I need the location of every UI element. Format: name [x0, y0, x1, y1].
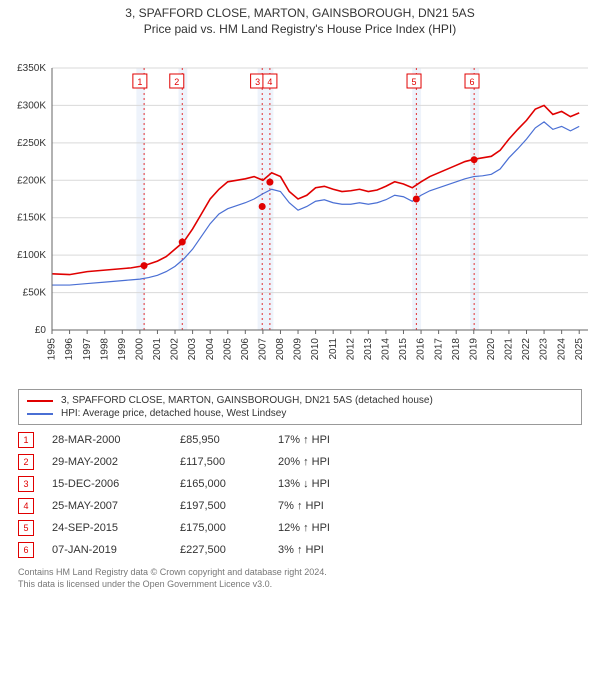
svg-text:1999: 1999: [117, 338, 128, 361]
sale-diff: 7% ↑ HPI: [278, 500, 358, 512]
svg-text:2000: 2000: [135, 338, 146, 361]
sale-marker-icon: 5: [18, 520, 34, 536]
svg-text:2022: 2022: [521, 338, 532, 361]
svg-text:1998: 1998: [99, 338, 110, 361]
sale-diff: 13% ↓ HPI: [278, 478, 358, 490]
svg-text:2002: 2002: [170, 338, 181, 361]
sale-date: 25-MAY-2007: [52, 500, 162, 512]
svg-text:6: 6: [470, 77, 475, 87]
svg-text:2015: 2015: [398, 338, 409, 361]
svg-text:1: 1: [137, 77, 142, 87]
footer-line-1: Contains HM Land Registry data © Crown c…: [18, 567, 582, 579]
svg-text:1997: 1997: [82, 338, 93, 361]
legend-swatch-red: [27, 400, 53, 402]
legend-label-property: 3, SPAFFORD CLOSE, MARTON, GAINSBOROUGH,…: [61, 395, 433, 406]
title-main: 3, SPAFFORD CLOSE, MARTON, GAINSBOROUGH,…: [4, 6, 596, 20]
svg-text:2007: 2007: [258, 338, 269, 361]
sale-row: 3 15-DEC-2006 £165,000 13% ↓ HPI: [18, 473, 582, 495]
footer-line-2: This data is licensed under the Open Gov…: [18, 579, 582, 591]
sale-price: £175,000: [180, 522, 260, 534]
svg-text:2001: 2001: [152, 338, 163, 361]
svg-text:2024: 2024: [556, 338, 567, 361]
svg-text:2005: 2005: [222, 338, 233, 361]
sale-marker-icon: 1: [18, 432, 34, 448]
sale-diff: 20% ↑ HPI: [278, 456, 358, 468]
sale-date: 15-DEC-2006: [52, 478, 162, 490]
svg-text:2013: 2013: [363, 338, 374, 361]
svg-text:£100K: £100K: [17, 250, 46, 261]
footer-note: Contains HM Land Registry data © Crown c…: [18, 567, 582, 590]
svg-text:1996: 1996: [64, 338, 75, 361]
legend-row-property: 3, SPAFFORD CLOSE, MARTON, GAINSBOROUGH,…: [27, 394, 573, 407]
svg-text:2006: 2006: [240, 338, 251, 361]
sales-table: 1 28-MAR-2000 £85,950 17% ↑ HPI 2 29-MAY-2002…: [18, 429, 582, 561]
svg-text:£200K: £200K: [17, 175, 46, 186]
svg-text:2003: 2003: [187, 338, 198, 361]
legend-label-hpi: HPI: Average price, detached house, West…: [61, 408, 286, 419]
chart-titles: 3, SPAFFORD CLOSE, MARTON, GAINSBOROUGH,…: [0, 0, 600, 38]
svg-text:2023: 2023: [539, 338, 550, 361]
svg-text:2019: 2019: [468, 338, 479, 361]
sale-diff: 17% ↑ HPI: [278, 434, 358, 446]
sale-diff: 3% ↑ HPI: [278, 544, 358, 556]
svg-text:2012: 2012: [345, 338, 356, 361]
svg-text:£300K: £300K: [17, 100, 46, 111]
svg-text:£0: £0: [35, 325, 47, 336]
svg-text:2025: 2025: [574, 338, 585, 361]
svg-text:2020: 2020: [486, 338, 497, 361]
svg-text:2: 2: [174, 77, 179, 87]
svg-text:£250K: £250K: [17, 138, 46, 149]
sale-row: 2 29-MAY-2002 £117,500 20% ↑ HPI: [18, 451, 582, 473]
page-container: 3, SPAFFORD CLOSE, MARTON, GAINSBOROUGH,…: [0, 0, 600, 590]
svg-text:2014: 2014: [381, 338, 392, 361]
chart-area: £0 £50K £100K £150K £200K £250K £300K £350K 1995…: [0, 38, 600, 381]
sale-row: 6 07-JAN-2019 £227,500 3% ↑ HPI: [18, 539, 582, 561]
sale-marker-icon: 6: [18, 542, 34, 558]
legend-swatch-blue: [27, 413, 53, 415]
sale-marker-icon: 2: [18, 454, 34, 470]
sale-row: 4 25-MAY-2007 £197,500 7% ↑ HPI: [18, 495, 582, 517]
sale-price: £227,500: [180, 544, 260, 556]
svg-text:2017: 2017: [433, 338, 444, 361]
sale-row: 5 24-SEP-2015 £175,000 12% ↑ HPI: [18, 517, 582, 539]
svg-text:£350K: £350K: [17, 63, 46, 74]
sale-date: 28-MAR-2000: [52, 434, 162, 446]
svg-text:£150K: £150K: [17, 213, 46, 224]
svg-text:5: 5: [412, 77, 417, 87]
price-chart-svg: £0 £50K £100K £150K £200K £250K £300K £350K 1995…: [0, 38, 600, 378]
svg-text:2009: 2009: [293, 338, 304, 361]
sale-price: £85,950: [180, 434, 260, 446]
sale-marker-icon: 4: [18, 498, 34, 514]
sale-date: 29-MAY-2002: [52, 456, 162, 468]
svg-text:2011: 2011: [328, 338, 339, 360]
svg-text:2021: 2021: [504, 338, 515, 361]
title-sub: Price paid vs. HM Land Registry's House …: [4, 22, 596, 36]
sale-price: £165,000: [180, 478, 260, 490]
svg-text:1995: 1995: [47, 338, 58, 361]
sale-date: 24-SEP-2015: [52, 522, 162, 534]
svg-text:2010: 2010: [310, 338, 321, 361]
sale-date: 07-JAN-2019: [52, 544, 162, 556]
legend-row-hpi: HPI: Average price, detached house, West…: [27, 407, 573, 420]
svg-text:2016: 2016: [416, 338, 427, 361]
svg-text:2018: 2018: [451, 338, 462, 361]
sale-price: £197,500: [180, 500, 260, 512]
svg-text:2008: 2008: [275, 338, 286, 361]
sale-price: £117,500: [180, 456, 260, 468]
legend-box: 3, SPAFFORD CLOSE, MARTON, GAINSBOROUGH,…: [18, 389, 582, 425]
sale-diff: 12% ↑ HPI: [278, 522, 358, 534]
sale-marker-icon: 3: [18, 476, 34, 492]
sale-row: 1 28-MAR-2000 £85,950 17% ↑ HPI: [18, 429, 582, 451]
svg-text:2004: 2004: [205, 338, 216, 361]
svg-text:4: 4: [267, 77, 272, 87]
svg-text:£50K: £50K: [23, 288, 47, 299]
svg-text:3: 3: [255, 77, 260, 87]
